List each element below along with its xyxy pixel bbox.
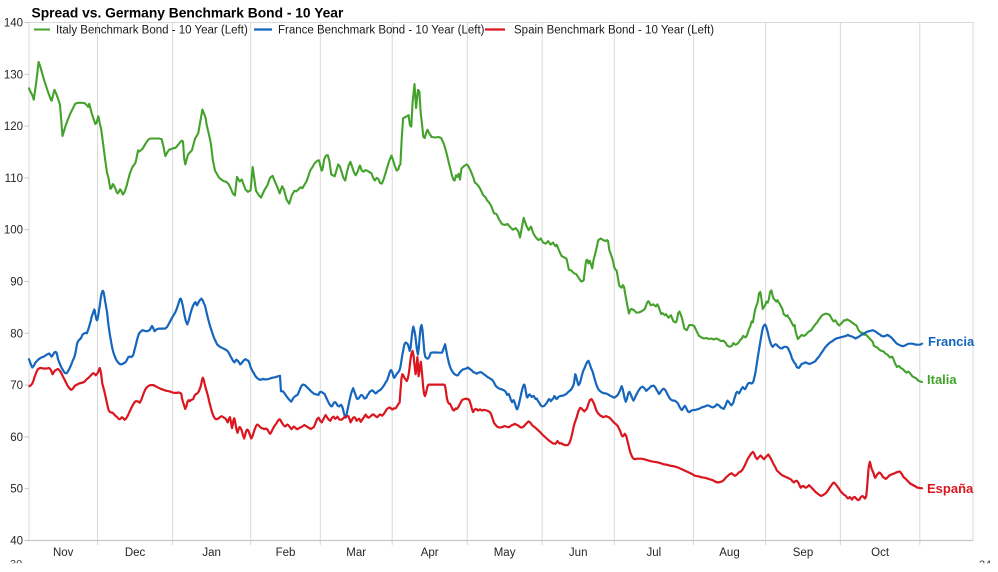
svg-text:May: May: [494, 547, 516, 559]
svg-text:100: 100: [4, 225, 23, 237]
svg-text:120: 120: [4, 121, 23, 133]
svg-text:130: 130: [4, 69, 23, 81]
svg-text:Mar: Mar: [346, 547, 366, 559]
svg-text:50: 50: [10, 484, 23, 496]
svg-text:Francia: Francia: [928, 334, 975, 349]
svg-text:Spread vs. Germany Benchmark B: Spread vs. Germany Benchmark Bond - 10 Y…: [32, 6, 344, 21]
svg-text:40: 40: [10, 536, 23, 548]
svg-text:Spain Benchmark Bond - 10 Year: Spain Benchmark Bond - 10 Year (Left): [514, 25, 714, 37]
svg-text:24: 24: [979, 559, 991, 571]
svg-text:Jan: Jan: [202, 547, 221, 559]
svg-text:Oct: Oct: [871, 547, 890, 559]
svg-text:Italy Benchmark Bond - 10 Year: Italy Benchmark Bond - 10 Year (Left): [56, 25, 248, 37]
svg-text:140: 140: [4, 18, 23, 30]
svg-text:70: 70: [10, 380, 23, 392]
svg-text:España: España: [927, 481, 974, 496]
svg-text:Italia: Italia: [927, 372, 957, 387]
svg-text:Jun: Jun: [569, 547, 588, 559]
svg-text:90: 90: [10, 277, 23, 289]
svg-text:Aug: Aug: [719, 547, 739, 559]
svg-text:80: 80: [10, 328, 23, 340]
svg-text:30: 30: [10, 559, 22, 571]
svg-text:110: 110: [5, 173, 23, 185]
svg-text:Nov: Nov: [53, 547, 74, 559]
svg-text:Jul: Jul: [646, 547, 661, 559]
svg-text:France Benchmark Bond - 10 Yea: France Benchmark Bond - 10 Year (Left): [278, 25, 485, 37]
svg-text:Sep: Sep: [793, 547, 813, 559]
svg-text:Feb: Feb: [276, 547, 296, 559]
svg-text:Apr: Apr: [421, 547, 439, 559]
svg-text:60: 60: [10, 432, 23, 444]
svg-text:Dec: Dec: [125, 547, 146, 559]
